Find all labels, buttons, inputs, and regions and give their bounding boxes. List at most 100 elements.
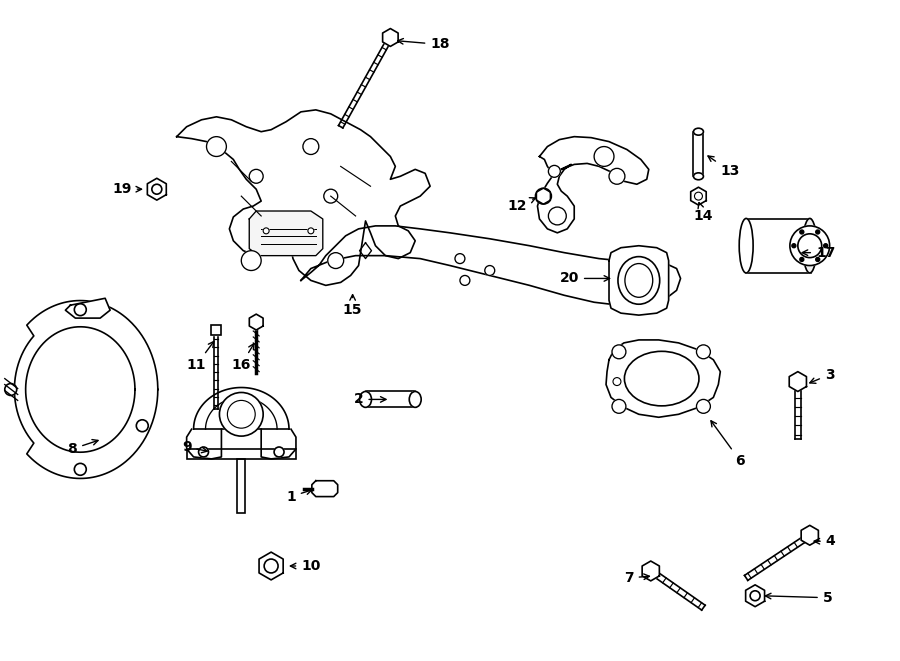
Text: 10: 10 [291, 559, 320, 573]
Polygon shape [148, 178, 166, 200]
Circle shape [800, 230, 804, 234]
Bar [746, 219, 811, 274]
Polygon shape [382, 28, 398, 46]
Circle shape [792, 244, 796, 248]
Polygon shape [186, 429, 221, 459]
Text: 7: 7 [624, 571, 650, 585]
Text: 12: 12 [508, 198, 536, 213]
Polygon shape [261, 429, 296, 459]
Text: 20: 20 [560, 272, 609, 286]
Text: 3: 3 [810, 368, 834, 383]
Bar [746, 219, 811, 274]
Circle shape [797, 234, 822, 258]
Text: 11: 11 [187, 342, 214, 371]
Circle shape [815, 258, 820, 262]
Bar [212, 325, 221, 335]
Polygon shape [537, 137, 649, 233]
Ellipse shape [410, 391, 421, 407]
Bar [694, 132, 704, 176]
Text: 14: 14 [694, 202, 713, 223]
Polygon shape [801, 525, 818, 545]
Circle shape [697, 345, 710, 359]
Text: 18: 18 [398, 38, 450, 52]
Ellipse shape [360, 391, 372, 407]
Circle shape [152, 184, 162, 194]
Polygon shape [14, 301, 157, 479]
Circle shape [609, 169, 625, 184]
Polygon shape [194, 387, 289, 429]
Polygon shape [609, 246, 669, 315]
Circle shape [697, 399, 710, 413]
Circle shape [206, 137, 227, 157]
Bar [186, 449, 296, 459]
Circle shape [75, 463, 86, 475]
Circle shape [750, 591, 760, 601]
Polygon shape [536, 188, 550, 204]
Polygon shape [259, 552, 284, 580]
Polygon shape [312, 481, 338, 496]
Text: 5: 5 [765, 591, 832, 605]
Circle shape [612, 399, 625, 413]
Circle shape [460, 276, 470, 286]
Circle shape [536, 188, 552, 204]
Circle shape [324, 189, 338, 203]
Circle shape [612, 345, 625, 359]
Polygon shape [25, 327, 135, 452]
Polygon shape [789, 371, 806, 391]
Bar [365, 391, 415, 407]
Circle shape [241, 251, 261, 270]
Circle shape [263, 228, 269, 234]
Ellipse shape [618, 256, 660, 304]
Polygon shape [176, 110, 430, 286]
Circle shape [485, 266, 495, 276]
Text: 6: 6 [711, 421, 745, 468]
Circle shape [594, 147, 614, 167]
Text: 16: 16 [231, 344, 254, 371]
Circle shape [824, 244, 828, 248]
Circle shape [308, 228, 314, 234]
Polygon shape [249, 211, 323, 256]
Circle shape [303, 139, 319, 155]
Circle shape [328, 253, 344, 268]
Ellipse shape [625, 352, 699, 406]
Polygon shape [642, 561, 660, 581]
Circle shape [548, 207, 566, 225]
Circle shape [790, 226, 830, 266]
Ellipse shape [694, 173, 704, 180]
Circle shape [249, 169, 263, 183]
Circle shape [548, 165, 561, 177]
Ellipse shape [625, 264, 652, 297]
Text: 8: 8 [68, 440, 98, 456]
Text: 9: 9 [182, 440, 207, 454]
Circle shape [455, 254, 465, 264]
Bar [238, 459, 246, 514]
Ellipse shape [739, 218, 753, 273]
Text: 13: 13 [708, 156, 740, 178]
Bar [186, 449, 296, 459]
Circle shape [274, 447, 284, 457]
Text: 4: 4 [814, 534, 835, 548]
Text: 19: 19 [112, 182, 141, 196]
Circle shape [815, 230, 820, 234]
Circle shape [265, 559, 278, 573]
Bar [238, 459, 246, 514]
Circle shape [800, 258, 804, 262]
Circle shape [613, 377, 621, 385]
Text: 15: 15 [343, 295, 363, 317]
Circle shape [136, 420, 149, 432]
Polygon shape [745, 585, 765, 607]
Bar [694, 132, 704, 176]
Circle shape [199, 447, 209, 457]
Circle shape [695, 192, 702, 200]
Circle shape [4, 383, 17, 395]
Polygon shape [606, 340, 720, 417]
Polygon shape [249, 314, 263, 330]
Text: 1: 1 [286, 489, 311, 504]
Circle shape [220, 393, 263, 436]
Circle shape [75, 303, 86, 315]
Ellipse shape [694, 128, 704, 135]
Bar [212, 325, 221, 335]
Text: 17: 17 [802, 246, 835, 260]
Polygon shape [690, 187, 707, 205]
Ellipse shape [803, 218, 816, 273]
